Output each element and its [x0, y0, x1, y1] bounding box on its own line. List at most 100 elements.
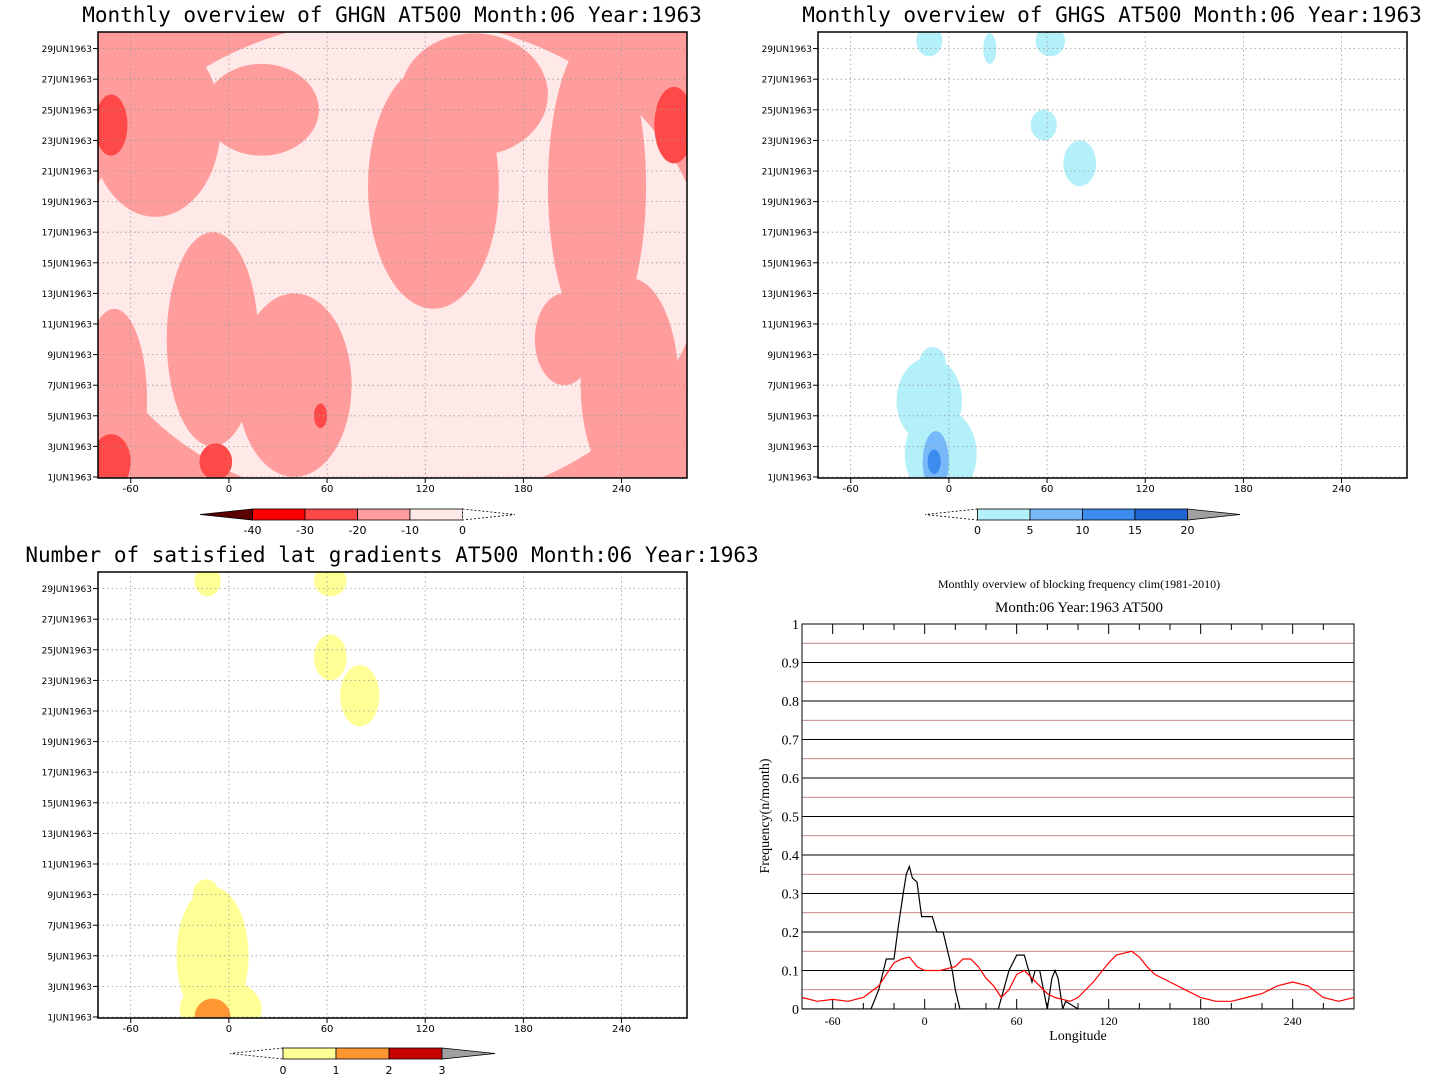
field-contour-area	[400, 33, 548, 156]
y-tick-label: 9JUN1963	[47, 891, 92, 901]
y-tick-label: 5JUN1963	[47, 412, 92, 422]
panel-title: Monthly overview of GHGN AT500 Month:06 …	[82, 3, 702, 27]
colorbar-label: 0	[974, 524, 981, 537]
colorbar-segment	[1082, 508, 1136, 521]
y-tick-label: 27JUN1963	[42, 616, 92, 626]
y-tick-label: 3JUN1963	[47, 983, 92, 993]
field-contour-area	[340, 665, 380, 727]
y-tick-label: 19JUN1963	[762, 198, 812, 208]
colorbar-label: -40	[244, 524, 262, 537]
colorbar-label: 1	[333, 1064, 340, 1077]
colorbar-label: 15	[1128, 524, 1142, 537]
panel-grad: Number of satisfied lat gradients AT500 …	[25, 543, 758, 1077]
field-contour-area	[313, 403, 328, 429]
colorbar-label: 0	[459, 524, 466, 537]
colorbar-segment	[357, 508, 411, 521]
field-contour-area	[194, 998, 231, 1018]
colorbar-end-triangle	[199, 508, 253, 521]
y-tick-label: 3JUN1963	[47, 443, 92, 453]
panel-title: Number of satisfied lat gradients AT500 …	[25, 543, 758, 567]
colorbar-end-triangle	[229, 1047, 284, 1060]
x-tick-label: -60	[843, 484, 859, 495]
y-tick-label: 0.9	[782, 657, 800, 672]
y-tick-label: 17JUN1963	[762, 229, 812, 239]
y-tick-label: 23JUN1963	[762, 137, 812, 147]
y-tick-label: 1JUN1963	[767, 474, 812, 484]
x-tick-label: -60	[123, 484, 139, 495]
x-tick-label: 60	[321, 1024, 334, 1035]
y-tick-label: 21JUN1963	[42, 168, 92, 178]
y-tick-label: 7JUN1963	[767, 382, 812, 392]
colorbar-end-triangle	[462, 508, 516, 521]
field-contour-area	[313, 572, 347, 597]
y-tick-label: 29JUN1963	[42, 45, 92, 55]
x-axis-label: Longitude	[1049, 1029, 1107, 1044]
colorbar-label: 0	[280, 1064, 287, 1077]
colorbar: 0 1 2 3	[229, 1047, 496, 1077]
colorbar-label: 20	[1181, 524, 1195, 537]
chart-subtitle: Month:06 Year:1963 AT500	[995, 600, 1163, 616]
x-tick-label: 180	[514, 1024, 533, 1035]
y-tick-label: 13JUN1963	[42, 290, 92, 300]
x-tick-label: 0	[226, 1024, 232, 1035]
x-tick-label: 60	[321, 484, 334, 495]
field-contour-area	[580, 278, 679, 478]
series-line-0	[802, 864, 1354, 1009]
colorbar: 0 5 10 15 20	[924, 508, 1241, 537]
field-contour-area	[1063, 140, 1097, 187]
y-tick-label: 0.2	[782, 926, 800, 941]
y-tick-label: 25JUN1963	[42, 646, 92, 656]
series-line-1	[802, 950, 1354, 1002]
y-tick-label: 17JUN1963	[42, 229, 92, 239]
y-tick-label: 9JUN1963	[47, 351, 92, 361]
y-tick-label: 0.5	[782, 811, 800, 826]
x-tick-label: 60	[1011, 1014, 1023, 1028]
y-tick-label: 29JUN1963	[42, 585, 92, 595]
colorbar-label: 3	[439, 1064, 446, 1077]
chart-title: Monthly overview of blocking frequency c…	[938, 577, 1220, 591]
field-contour-area	[916, 32, 943, 57]
y-tick-label: 3JUN1963	[767, 443, 812, 453]
field-contour-area	[199, 443, 233, 478]
colorbar-segment	[1029, 508, 1083, 521]
colorbar-segment	[1134, 508, 1188, 521]
field-contour-area	[927, 449, 941, 474]
x-tick-label: 240	[1284, 1014, 1302, 1028]
field-contour-area	[98, 94, 128, 156]
y-tick-label: 21JUN1963	[42, 708, 92, 718]
x-tick-label: 120	[416, 1024, 435, 1035]
panel-fill	[176, 572, 380, 1018]
field-contour-area	[204, 63, 319, 156]
y-tick-label: 19JUN1963	[42, 198, 92, 208]
x-tick-label: 0	[922, 1014, 928, 1028]
x-tick-label: -60	[123, 1024, 139, 1035]
y-tick-label: 23JUN1963	[42, 137, 92, 147]
field-contour-area	[1035, 32, 1066, 57]
line-chart: Monthly overview of blocking frequency c…	[758, 577, 1355, 1044]
colorbar-segment	[304, 508, 358, 521]
y-tick-label: 27JUN1963	[762, 76, 812, 86]
y-tick-label: 1JUN1963	[47, 1014, 92, 1024]
x-tick-label: 0	[226, 484, 232, 495]
y-axis-label: Frequency(n/month)	[758, 758, 773, 873]
y-tick-label: 0.6	[782, 772, 800, 787]
plot-frame	[817, 31, 1408, 479]
y-tick-label: 0.1	[782, 965, 800, 980]
colorbar-segment	[409, 508, 463, 521]
x-tick-label: 120	[1100, 1014, 1118, 1028]
colorbar-label: -30	[296, 524, 314, 537]
y-tick-label: 5JUN1963	[767, 412, 812, 422]
y-tick-label: 11JUN1963	[762, 321, 812, 331]
plot-frame	[97, 31, 688, 479]
y-tick-label: 11JUN1963	[42, 861, 92, 871]
y-tick-label: 17JUN1963	[42, 769, 92, 779]
colorbar-label: 2	[386, 1064, 393, 1077]
y-tick-label: 0	[792, 1003, 799, 1018]
colorbar: -40 -30 -20 -10 0	[199, 508, 516, 537]
x-tick-label: 120	[416, 484, 435, 495]
x-tick-label: 180	[1192, 1014, 1210, 1028]
field-contour-area	[194, 572, 221, 597]
y-tick-label: 13JUN1963	[762, 290, 812, 300]
y-tick-label: 7JUN1963	[47, 382, 92, 392]
y-tick-label: 7JUN1963	[47, 922, 92, 932]
